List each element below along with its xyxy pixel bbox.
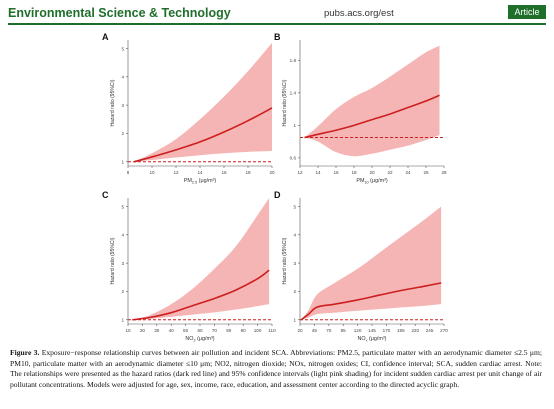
panel-c-x-tick-label: 100 [254, 328, 262, 333]
panel-a-y-tick-label: 2 [121, 131, 124, 136]
panel-b-letter: B [274, 32, 281, 42]
panel-c-x-label: NO2 (μg/m³) [185, 336, 214, 343]
panel-b-y-tick-label: 1.4 [290, 91, 297, 96]
panel-a-ci-band [134, 42, 272, 162]
panel-b-y-tick-label: 1.8 [290, 58, 297, 63]
panel-a-x-tick-label: 12 [173, 170, 179, 175]
panel-a-y-tick-label: 5 [121, 46, 124, 51]
panel-c-x-tick-label: 30 [154, 328, 160, 333]
figure-caption: Figure 3. Exposure−response relationship… [10, 348, 542, 390]
panel-d-y-tick-label: 5 [293, 204, 296, 209]
panel-a-x-tick-label: 14 [197, 170, 203, 175]
panel-d-x-tick-label: 45 [312, 328, 318, 333]
panel-c-y-tick-label: 1 [121, 318, 124, 323]
panel-d-y-tick-label: 2 [293, 289, 296, 294]
panel-d-x-tick-label: 270 [440, 328, 448, 333]
panel-c-hr-line [132, 269, 270, 321]
panel-d-x-tick-label: 20 [297, 328, 303, 333]
panel-d-x-tick-label: 170 [383, 328, 391, 333]
panel-b-y-tick-label: 1 [293, 123, 296, 128]
panel-a-y-tick-label: 4 [121, 75, 124, 80]
panel-a-x-tick-label: 20 [269, 170, 275, 175]
panel-b-x-tick-label: 12 [297, 170, 303, 175]
panel-c-x-tick-label: 50 [183, 328, 189, 333]
panel-d-y-tick-label: 4 [293, 233, 296, 238]
panel-b-x-tick-label: 26 [423, 170, 429, 175]
panel-a-y-tick-label: 3 [121, 103, 124, 108]
panel-b-y-tick-label: 0.6 [290, 156, 297, 161]
panel-b-x-tick-label: 28 [441, 170, 447, 175]
panel-b-hr-line [304, 94, 440, 139]
panel-d-x-tick-label: 95 [341, 328, 347, 333]
panel-c-x-tick-label: 110 [268, 328, 276, 333]
journal-url[interactable]: pubs.acs.org/est [324, 8, 394, 19]
panel-b-y-label: Hazard ratio (95%CI) [282, 79, 288, 126]
panel-c-ci-band [132, 198, 270, 320]
panel-a-y-label: Hazard ratio (95%CI) [110, 79, 116, 126]
panel-d-letter: D [274, 190, 281, 200]
panel-b-ci-band [304, 45, 440, 157]
panel-c-x-tick-label: 90 [241, 328, 247, 333]
panel-a-x-tick-label: 16 [221, 170, 227, 175]
panel-d-x-tick-label: 70 [326, 328, 332, 333]
panel-d-hr-line [300, 282, 442, 321]
panel-c-x-tick-label: 80 [226, 328, 232, 333]
panel-d-ci-band [301, 206, 442, 320]
panel-a-y-tick-label: 1 [121, 160, 124, 165]
panel-d-x-tick-label: 220 [411, 328, 419, 333]
panel-b-x-tick-label: 24 [405, 170, 411, 175]
panel-a-hr-line [133, 107, 273, 163]
panel-c-x-tick-label: 60 [197, 328, 203, 333]
page-header: Environmental Science & Technology pubs.… [8, 0, 546, 26]
panel-b-x-tick-label: 16 [333, 170, 339, 175]
panel-d-y-tick-label: 1 [293, 318, 296, 323]
panel-d-y-tick-label: 3 [293, 261, 296, 266]
panel-c-y-tick-label: 4 [121, 233, 124, 238]
panel-d-x-tick-label: 195 [397, 328, 405, 333]
panel-d-x-tick-label: 145 [368, 328, 376, 333]
panel-b-x-tick-label: 22 [387, 170, 393, 175]
panel-d-x-tick-label: 245 [426, 328, 434, 333]
panel-c-x-tick-label: 70 [212, 328, 218, 333]
journal-title[interactable]: Environmental Science & Technology [8, 6, 231, 20]
caption-label: Figure 3. [10, 348, 40, 357]
panel-b-x-label: PM10 (μg/m³) [356, 178, 388, 185]
panel-c-y-tick-label: 2 [121, 289, 124, 294]
panel-a-x-label: PM2.5 (μg/m³) [184, 178, 217, 185]
panel-a-letter: A [102, 32, 109, 42]
panel-d-x-label: NOx (μg/m³) [358, 336, 387, 343]
article-badge: Article [508, 5, 546, 19]
panel-b-x-tick-label: 20 [369, 170, 375, 175]
panel-c-y-tick-label: 3 [121, 261, 124, 266]
caption-text: Exposure−response relationship curves be… [10, 348, 542, 389]
panel-c-x-tick-label: 20 [140, 328, 146, 333]
panel-b: B 0.6 1 1.4 1.8 12 14 16 18 20 22 24 26 28 Hazard rati… [274, 32, 447, 185]
panel-c-letter: C [102, 190, 109, 200]
header-rule [8, 23, 546, 25]
panel-a-x-tick-label: 8 [127, 170, 130, 175]
panel-b-x-tick-label: 14 [315, 170, 321, 175]
panel-c: C 1 2 3 4 5 10 20 30 40 50 60 70 80 90 100 110 Hazard rat… [102, 190, 276, 343]
panel-c-y-label: Hazard ratio (95%CI) [110, 237, 116, 284]
panel-b-x-tick-label: 18 [351, 170, 357, 175]
panel-c-x-tick-label: 10 [125, 328, 131, 333]
panel-d-y-label: Hazard ratio (95%CI) [282, 237, 288, 284]
panel-a-x-tick-label: 18 [245, 170, 251, 175]
panel-d-x-tick-label: 120 [354, 328, 362, 333]
panel-c-x-tick-label: 40 [169, 328, 175, 333]
panel-a-x-tick-label: 10 [149, 170, 155, 175]
panel-c-y-tick-label: 5 [121, 204, 124, 209]
